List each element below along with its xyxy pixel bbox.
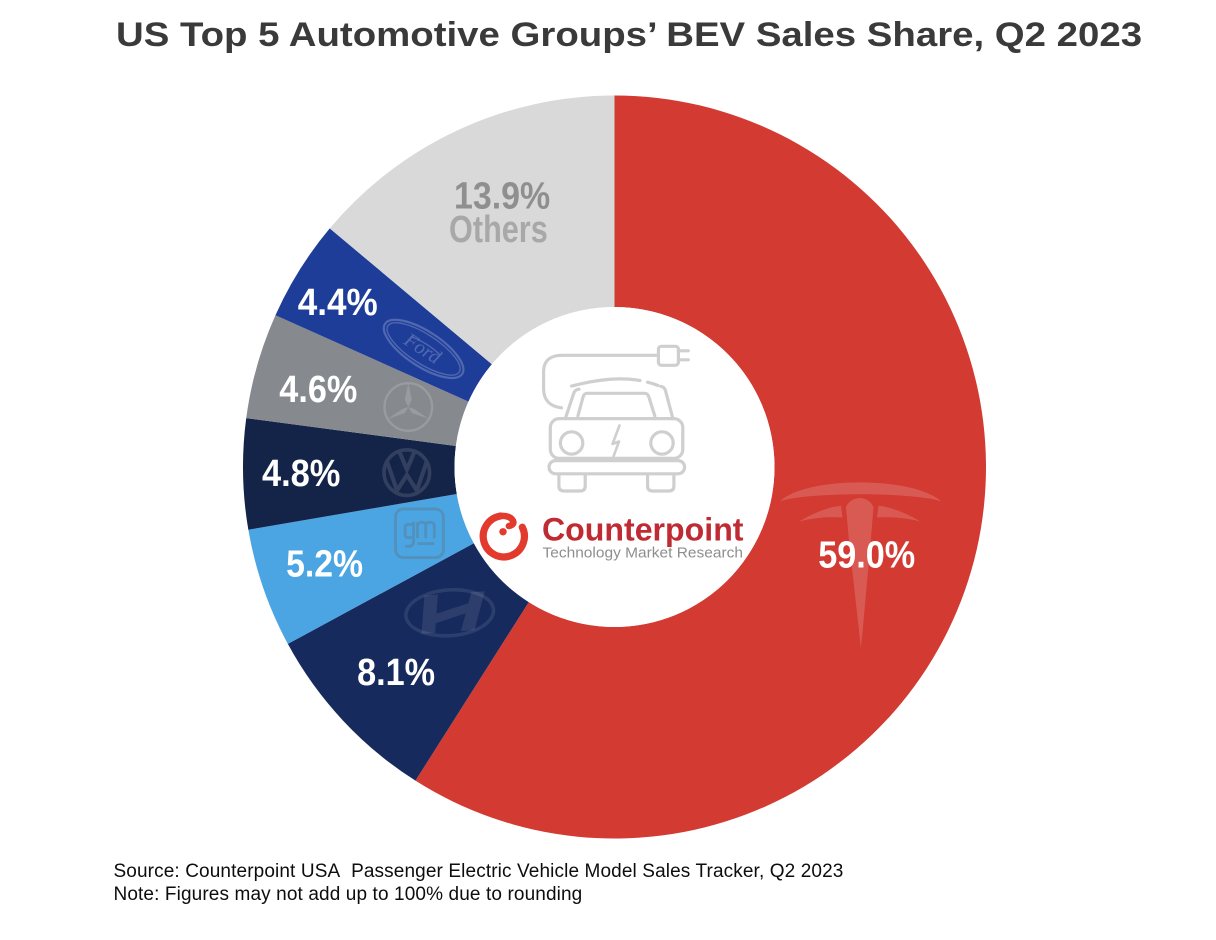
svg-text:13.9%: 13.9% xyxy=(454,176,550,218)
svg-text:4.8%: 4.8% xyxy=(262,453,341,495)
svg-text:8.1%: 8.1% xyxy=(357,652,435,694)
svg-text:5.2%: 5.2% xyxy=(286,544,363,586)
svg-text:4.6%: 4.6% xyxy=(279,369,357,411)
svg-text:Technology Market Research: Technology Market Research xyxy=(543,546,744,562)
svg-text:4.4%: 4.4% xyxy=(298,282,378,324)
svg-text:Others: Others xyxy=(449,209,548,251)
svg-text:59.0%: 59.0% xyxy=(818,534,915,576)
svg-text:Counterpoint: Counterpoint xyxy=(542,512,744,548)
